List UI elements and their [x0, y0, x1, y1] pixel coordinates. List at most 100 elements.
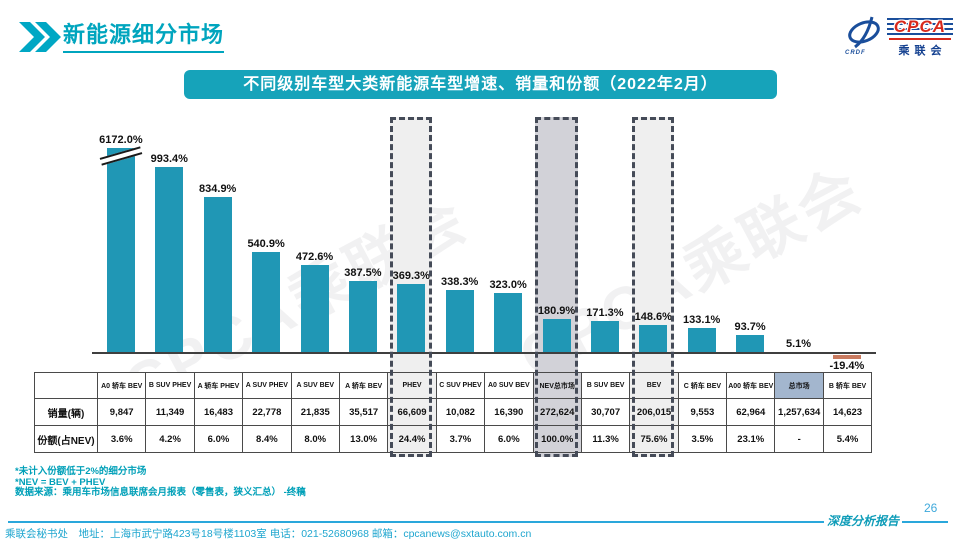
logo-small-text: CRDF — [845, 50, 866, 56]
bar-value-label: 472.6% — [295, 251, 334, 263]
bar-value-label: 387.5% — [344, 267, 382, 279]
bar — [494, 293, 523, 353]
table-value-cell: 8.0% — [290, 425, 340, 453]
table-header-cell: A SUV PHEV — [242, 372, 292, 399]
table-value-cell: 6.0% — [193, 425, 244, 453]
table-value-cell: - — [774, 425, 824, 453]
x-axis-line — [92, 352, 876, 354]
bar-value-label: 993.4% — [150, 153, 188, 165]
table-value-cell: 62,964 — [726, 398, 776, 426]
table-value-cell: 16,390 — [484, 398, 534, 426]
badge-stripe — [887, 28, 953, 30]
badge-red-line — [889, 38, 951, 40]
table-header-cell: PHEV — [387, 372, 437, 399]
chart-title-banner: 不同级别车型大类新能源车型增速、销量和份额（2022年2月） — [184, 70, 777, 99]
table-value-cell: 22,778 — [242, 398, 292, 426]
table-value-cell: 11.3% — [580, 425, 631, 453]
table-header-cell: A 轿车 PHEV — [193, 372, 244, 399]
bar-value-label: 6172.0% — [99, 134, 143, 146]
table-value-cell: 9,553 — [677, 398, 728, 426]
bar-value-label: 5.1% — [785, 338, 812, 350]
bar-value-label: 180.9% — [537, 305, 576, 317]
table-value-cell: 5.4% — [822, 425, 873, 453]
table-value-cell: 3.7% — [435, 425, 486, 453]
bar-value-label: -19.4% — [829, 360, 865, 372]
table-header-cell: B SUV BEV — [580, 372, 631, 399]
table-value-cell: 14,623 — [822, 398, 873, 426]
footer-divider — [902, 521, 948, 523]
table-value-cell: 272,624 — [532, 398, 582, 426]
logo-cpca-text: CPCA — [893, 17, 947, 36]
bar — [155, 167, 184, 353]
table-header-cell: BEV — [629, 372, 679, 399]
table-value-cell: 206,015 — [629, 398, 679, 426]
table-header-cell: C SUV PHEV — [435, 372, 486, 399]
table-header-cell: A 轿车 BEV — [338, 372, 389, 399]
table-value-cell: 13.0% — [338, 425, 389, 453]
table-row-label — [34, 372, 98, 399]
table-value-cell: 23.1% — [726, 425, 776, 453]
table-header-cell: NEV总市场 — [532, 372, 582, 399]
bar — [300, 265, 329, 353]
footnotes: *未计入份额低于2%的细分市场 *NEV = BEV + PHEV 数据来源：乘… — [15, 466, 306, 499]
highlight-column-dashed-box — [390, 117, 433, 457]
table-header-cell: A00 轿车 BEV — [726, 372, 776, 399]
bar-value-label: 171.3% — [586, 307, 624, 319]
table-header-cell: A0 SUV BEV — [484, 372, 534, 399]
table-header-cell: 总市场 — [774, 372, 824, 399]
bar — [348, 281, 377, 353]
table-value-cell: 3.6% — [96, 425, 147, 453]
table-header-cell: B 轿车 BEV — [822, 372, 873, 399]
table-header-cell: C 轿车 BEV — [677, 372, 728, 399]
table-value-cell: 8.4% — [242, 425, 292, 453]
badge-stripe — [887, 18, 953, 20]
bar — [687, 328, 716, 353]
table-value-cell: 16,483 — [193, 398, 244, 426]
table-row-label: 销量(辆) — [34, 398, 98, 426]
table-value-cell: 6.0% — [484, 425, 534, 453]
table-header-cell: A SUV BEV — [290, 372, 340, 399]
report-type-label: 深度分析报告 — [827, 514, 900, 528]
bar-value-label: 369.3% — [392, 270, 430, 282]
bar — [203, 197, 232, 353]
table-value-cell: 66,609 — [387, 398, 437, 426]
bar-value-label: 338.3% — [441, 276, 479, 288]
bar-value-label: 540.9% — [247, 238, 285, 250]
table-value-cell: 3.5% — [677, 425, 728, 453]
bar — [832, 355, 861, 359]
bar-value-label: 93.7% — [734, 321, 766, 333]
table-value-cell: 4.2% — [145, 425, 195, 453]
logo-swirl-icon — [848, 16, 880, 49]
table-header-cell: B SUV PHEV — [145, 372, 195, 399]
table-value-cell: 21,835 — [290, 398, 340, 426]
table-value-cell: 75.6% — [629, 425, 679, 453]
table-value-cell: 9,847 — [96, 398, 147, 426]
bar — [590, 321, 619, 353]
bar — [106, 148, 135, 353]
bar-value-label: 148.6% — [634, 311, 672, 323]
bar-value-label: 323.0% — [489, 279, 527, 291]
bar — [397, 284, 426, 353]
bar — [542, 319, 571, 353]
table-value-cell: 1,257,634 — [774, 398, 824, 426]
page-title: 新能源细分市场 — [63, 17, 225, 53]
badge-stripe — [887, 33, 953, 35]
table-value-cell: 10,082 — [435, 398, 486, 426]
bar-value-label: 834.9% — [199, 183, 237, 195]
double-chevron-icon — [19, 22, 61, 52]
logo-sub-text: 乘联会 — [898, 45, 947, 57]
bar — [252, 252, 281, 353]
bar-value-label: 133.1% — [683, 314, 721, 326]
logo-badge: CPCA 乘联会 — [887, 16, 953, 60]
bar — [736, 335, 765, 353]
bar — [639, 325, 668, 353]
page-number: 26 — [924, 501, 938, 515]
footnote: 数据来源：乘用车市场信息联席会月报表（零售表，狭义汇总） -终稿 — [15, 487, 306, 498]
footer-divider — [8, 521, 824, 523]
table-value-cell: 100.0% — [532, 425, 582, 453]
table-header-cell: A0 轿车 BEV — [96, 372, 147, 399]
contact-info: 乘联会秘书处 地址：上海市武宁路423号18号楼1103室 电话：021-526… — [5, 528, 532, 540]
table-value-cell: 30,707 — [580, 398, 631, 426]
cpca-logo: CRDF CPCA 乘联会 — [843, 12, 955, 64]
table-value-cell: 35,517 — [338, 398, 389, 426]
